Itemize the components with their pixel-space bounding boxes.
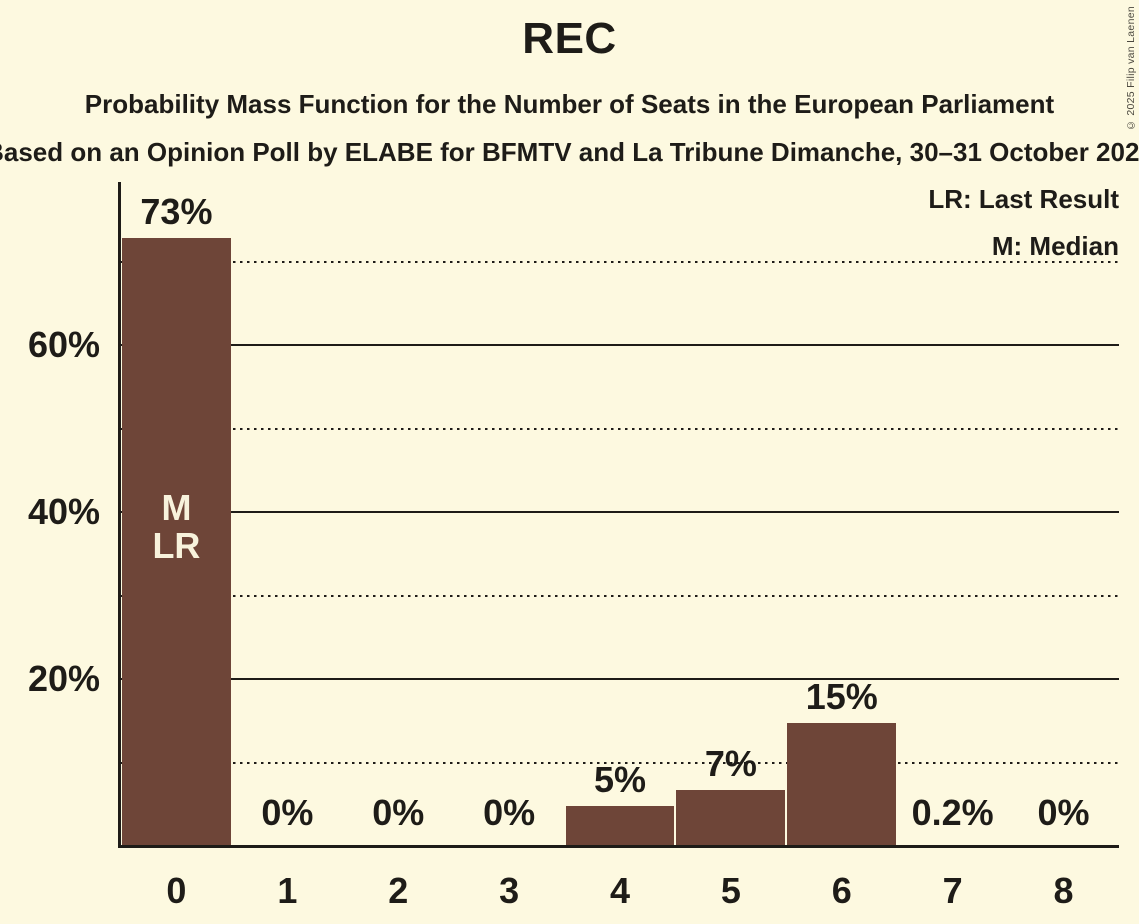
gridline-dotted-50pct (121, 427, 1119, 430)
x-tick-label-3: 3 (499, 870, 520, 911)
gridline-dotted-30pct (121, 594, 1119, 597)
x-tick-label-2: 2 (388, 870, 409, 911)
chart-subtitle: Probability Mass Function for the Number… (84, 89, 1055, 119)
y-tick-label-20pct: 20% (27, 658, 100, 700)
x-tick-label-5: 5 (720, 870, 741, 911)
gridline-solid-60pct (121, 344, 1119, 347)
legend-last-result: LR: Last Result (928, 184, 1119, 214)
gridline-solid-40pct (121, 511, 1119, 514)
value-label-seat-0: 73% (140, 191, 213, 232)
value-label-seat-7: 0.2% (911, 792, 994, 833)
x-tick-label-4: 4 (609, 870, 631, 911)
bar-seat-0 (122, 238, 231, 848)
y-tick-label-60pct: 60% (27, 324, 100, 366)
gridline-solid-20pct (121, 678, 1119, 681)
y-tick-label-40pct: 40% (27, 491, 100, 533)
y-axis-line (118, 182, 121, 848)
bar-seat-5 (676, 789, 786, 848)
value-label-seat-3: 0% (483, 792, 536, 833)
value-label-seat-2: 0% (372, 792, 425, 833)
x-tick-label-7: 7 (942, 870, 963, 911)
gridline-dotted-70pct (121, 260, 1119, 263)
bar-seat-4 (565, 806, 675, 848)
value-label-seat-5: 7% (704, 742, 757, 784)
value-label-seat-8: 0% (1037, 792, 1090, 833)
value-label-seat-4: 5% (593, 759, 647, 801)
value-label-seat-6: 15% (805, 675, 878, 717)
value-label-seat-1: 0% (261, 792, 314, 833)
x-tick-label-6: 6 (831, 870, 852, 911)
bar-seat-6 (787, 722, 897, 848)
median-last-result-annotation-line-lr: LR (152, 525, 201, 566)
copyright-notice: © 2025 Filip van Laenen (1125, 6, 1137, 132)
chart-title: REC (522, 14, 617, 63)
x-axis-line (118, 845, 1119, 848)
x-tick-label-0: 0 (166, 870, 187, 911)
chart-source-line: Based on an Opinion Poll by ELABE for BF… (0, 137, 1139, 167)
x-tick-label-1: 1 (277, 870, 298, 911)
legend-median: M: Median (991, 231, 1119, 261)
median-last-result-annotation-line-m: M (161, 487, 192, 528)
x-tick-label-8: 8 (1053, 870, 1074, 911)
gridline-dotted-10pct (121, 761, 1119, 764)
